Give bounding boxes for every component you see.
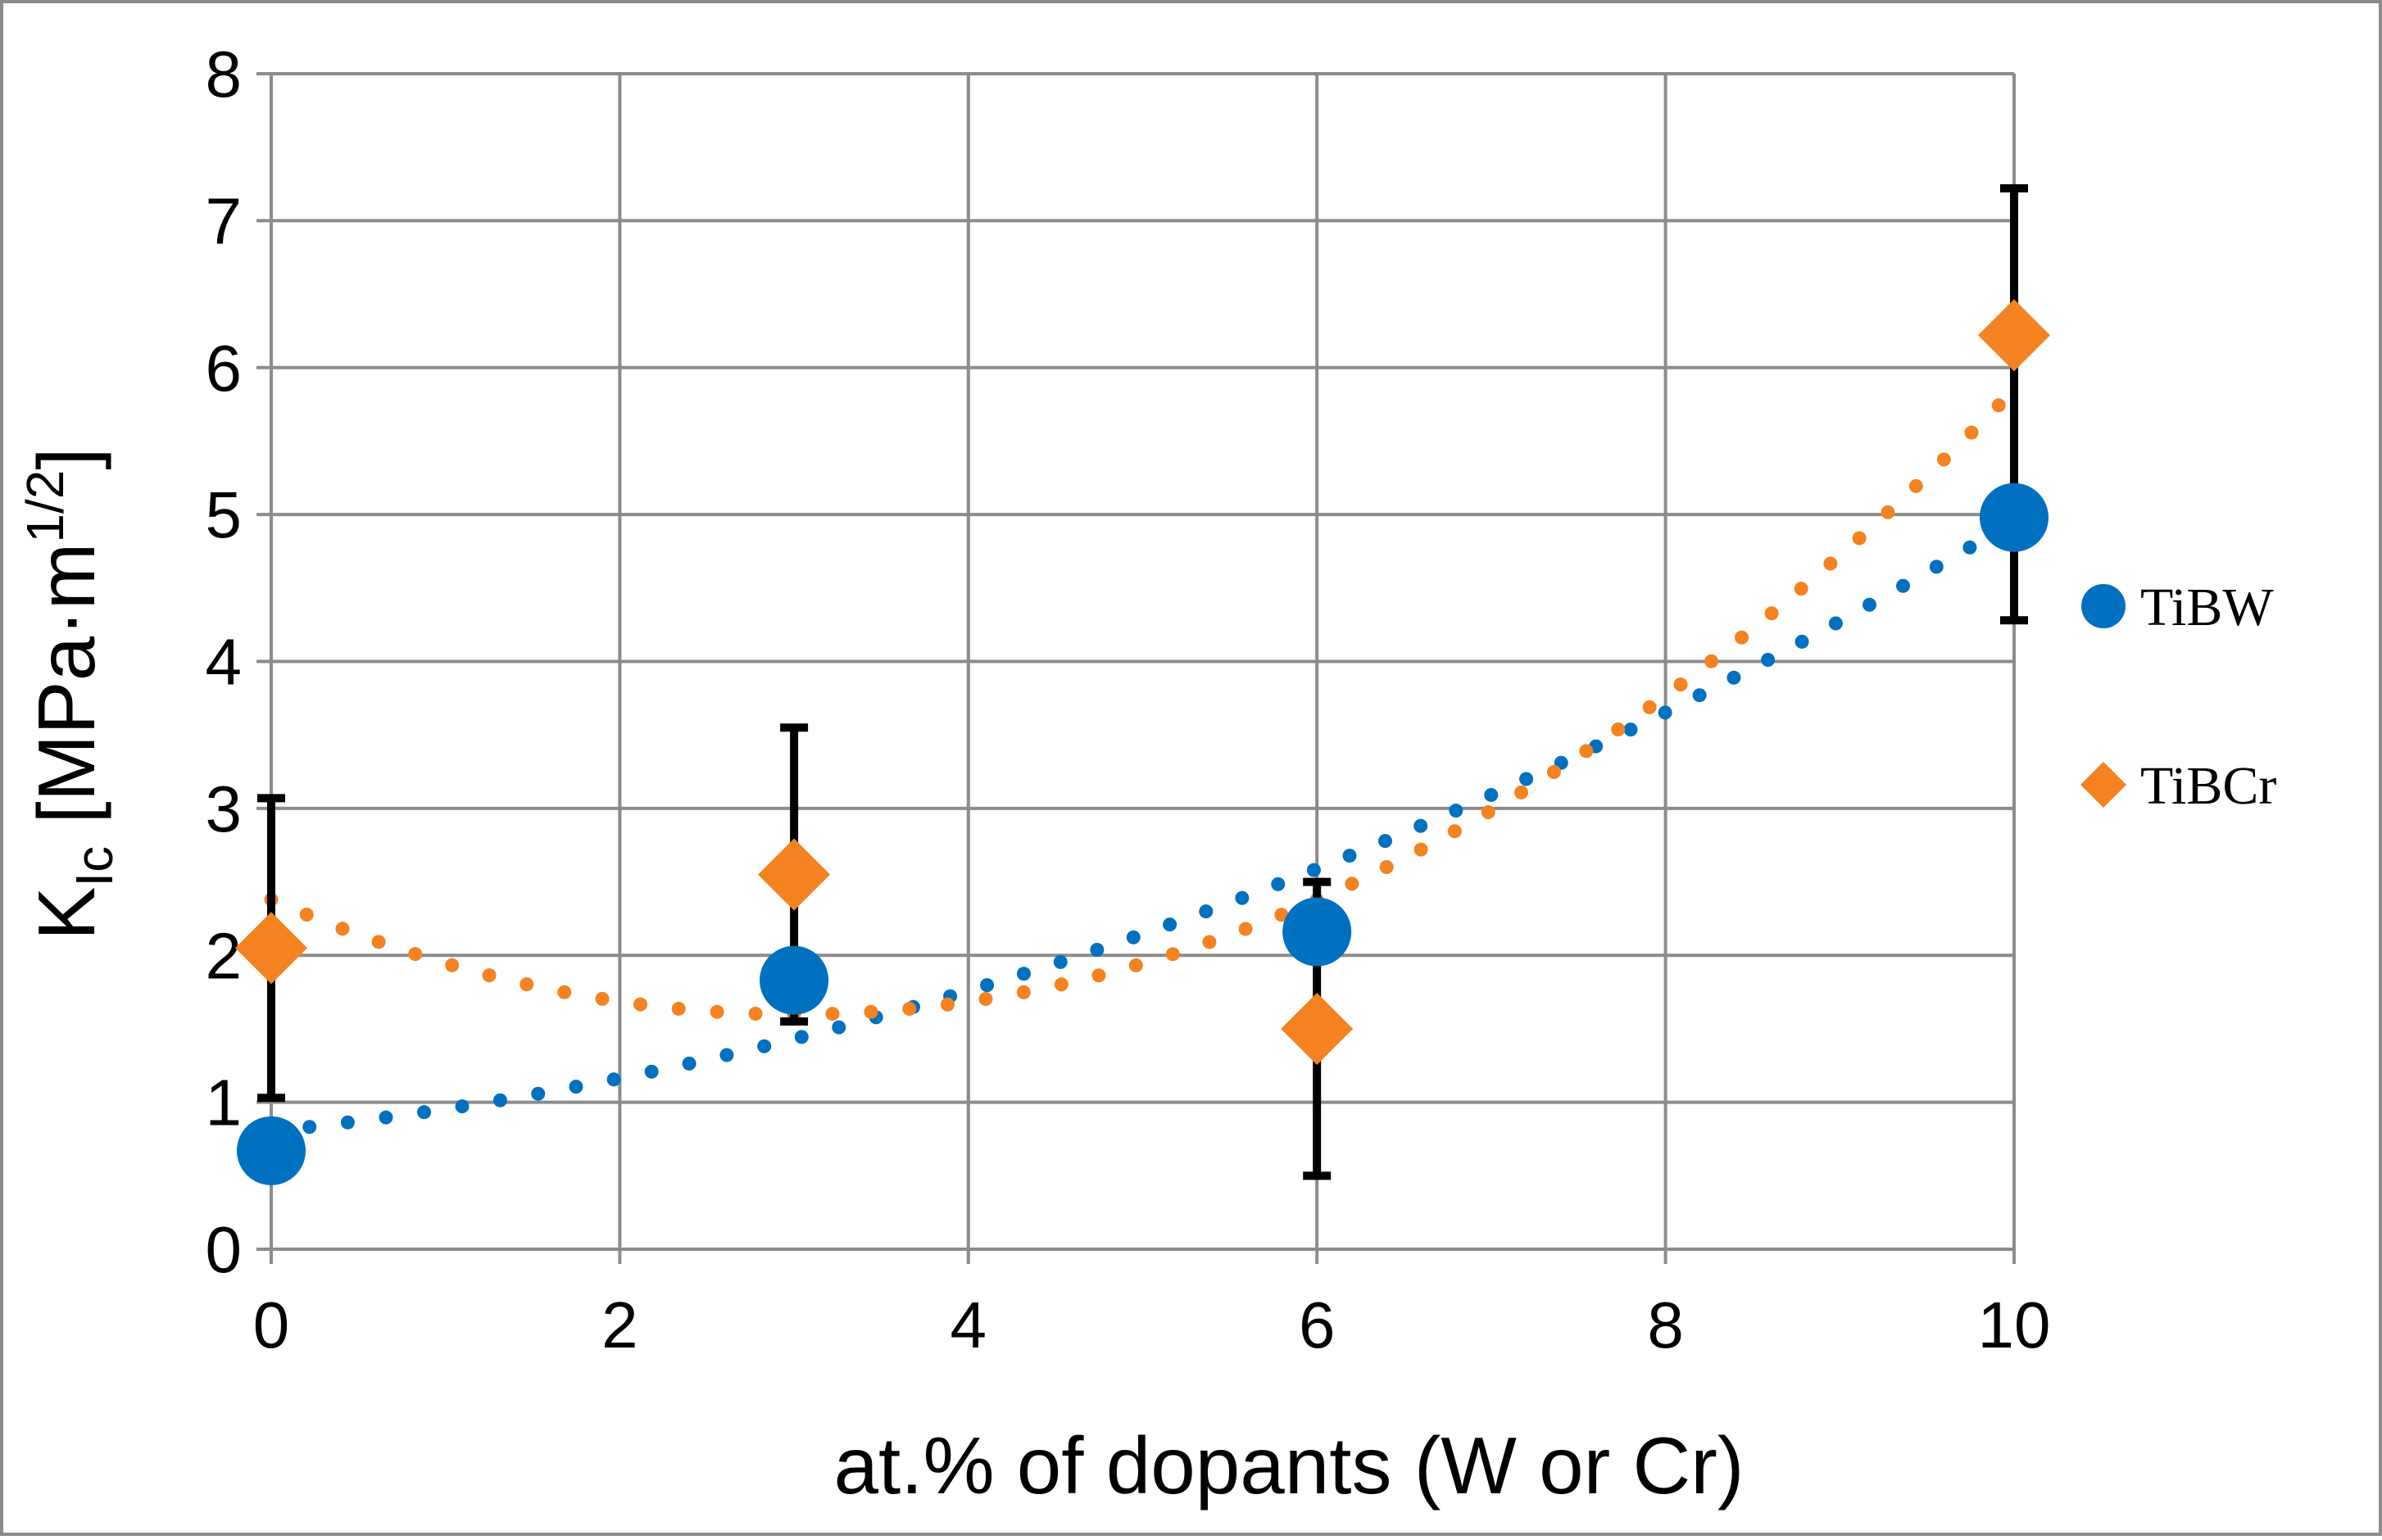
y-tick-label: 6	[206, 332, 243, 405]
legend-marker-tibcr	[2080, 762, 2126, 808]
x-axis-title: at.% of dopants (W or Cr)	[833, 1420, 1744, 1511]
y-tick-label: 4	[206, 626, 243, 699]
legend-label-tibw: TiBW	[2140, 578, 2274, 637]
data-point-tibcr	[235, 912, 307, 985]
x-tick-label: 10	[1978, 1289, 2051, 1361]
data-point-tibw	[1282, 897, 1352, 967]
y-tick-label: 8	[206, 38, 243, 111]
y-axis-title-unit: [MPa·m	[21, 543, 111, 846]
y-tick-label: 5	[206, 478, 243, 551]
data-point-tibw	[237, 1116, 306, 1185]
legend-marker-tibw	[2081, 584, 2126, 628]
y-axis-title-main: K	[21, 887, 111, 940]
legend: TiBW TiBCr	[2080, 578, 2276, 816]
x-tick-label: 0	[253, 1289, 290, 1361]
trendline-tibcr	[264, 383, 2021, 1021]
y-tick-label: 0	[206, 1213, 243, 1286]
y-axis-title-superscript: 1/2	[16, 470, 75, 543]
y-tick-label: 7	[206, 184, 243, 257]
data-point-tibw	[760, 945, 829, 1015]
y-axis-title: KIc [MPa·m1/2]	[16, 447, 124, 940]
data-point-tibcr	[758, 838, 831, 911]
y-axis-title-bracket: ]	[21, 447, 111, 469]
gridlines	[271, 72, 2016, 1249]
tick-labels: 0 1 2 3 4 5 6 7 8 0 2 4 6 8 10	[206, 38, 2051, 1361]
trendlines	[264, 383, 2021, 1139]
x-tick-label: 6	[1299, 1289, 1336, 1361]
data-point-tibcr	[1281, 992, 1354, 1065]
data-point-tibcr	[1978, 299, 2050, 372]
x-tick-label: 4	[951, 1289, 987, 1361]
y-axis-title-subscript: Ic	[65, 846, 124, 887]
legend-label-tibcr: TiBCr	[2140, 756, 2276, 816]
data-markers	[235, 299, 2050, 1185]
data-point-tibw	[1980, 482, 2049, 552]
y-tick-label: 1	[206, 1067, 243, 1139]
x-tick-label: 8	[1647, 1289, 1684, 1361]
y-tick-label: 3	[206, 772, 243, 845]
y-tick-label: 2	[206, 919, 243, 992]
x-tick-label: 2	[601, 1289, 638, 1361]
